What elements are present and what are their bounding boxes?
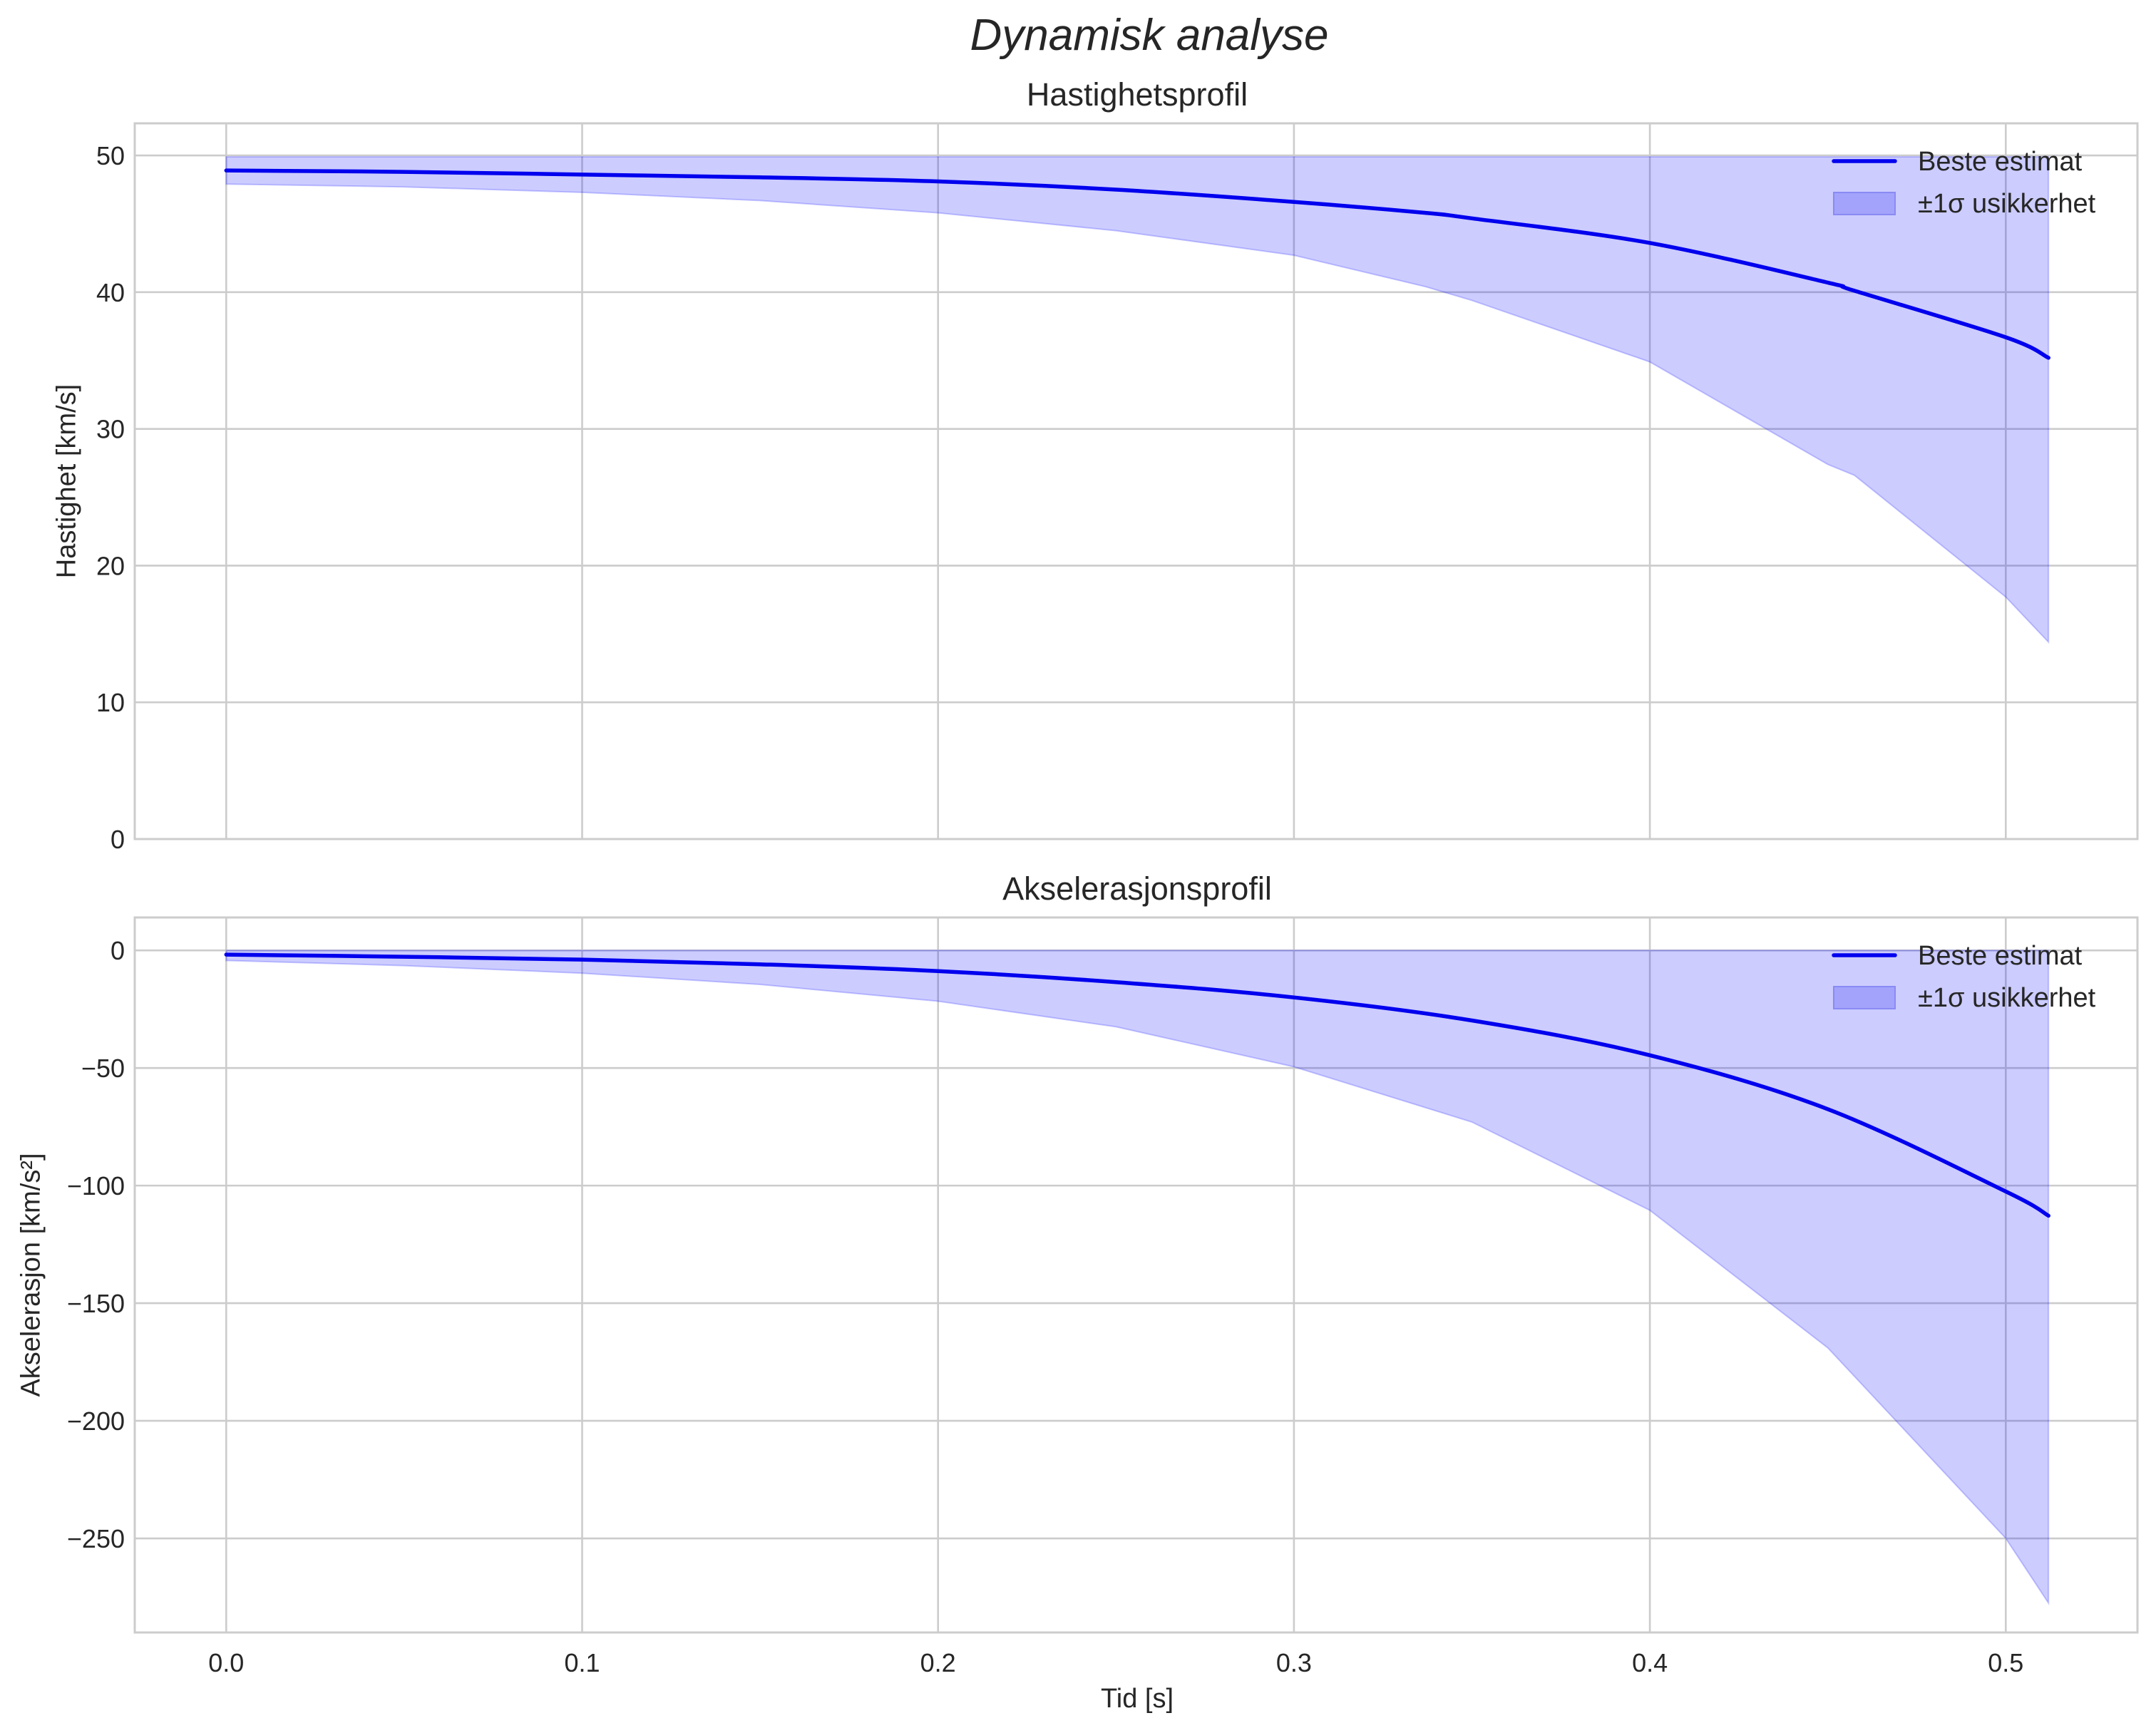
uncertainty-band [225, 156, 2050, 644]
y-tick-label: 10 [96, 688, 125, 717]
legend-line-label: Beste estimat [1918, 941, 2083, 971]
y-tick-label: −150 [67, 1289, 125, 1318]
y-tick-label: 20 [96, 551, 125, 580]
y-tick-label: 30 [96, 415, 125, 444]
y-tick-label: −50 [81, 1054, 125, 1083]
best-estimate-line [224, 168, 2050, 360]
y-tick-label: −100 [67, 1171, 125, 1200]
acceleration-panel-title: Akselerasjonsprofil [1002, 870, 1272, 907]
y-tick-label: 0 [111, 936, 125, 965]
y-tick-label: −250 [67, 1524, 125, 1553]
x-tick-label: 0.4 [1632, 1648, 1668, 1677]
x-tick-label: 0.3 [1276, 1648, 1312, 1677]
x-tick-label: 0.5 [1988, 1648, 2023, 1677]
legend-band-swatch-icon [1833, 986, 1896, 1009]
y-tick-label: 40 [96, 278, 125, 307]
velocity-panel-title: Hastighetsprofil [1027, 76, 1248, 113]
best-estimate-line [224, 952, 2050, 1218]
legend-band-swatch-icon [1833, 192, 1896, 215]
acceleration-axes-frame [133, 916, 2139, 1634]
velocity-plot-area [224, 156, 2050, 644]
uncertainty-band [225, 950, 2050, 1606]
x-ticks: 0.0 0.1 0.2 0.3 0.4 0.5 [208, 1648, 2023, 1677]
acceleration-y-ticks: 0 −50 −100 −150 −200 −250 [67, 936, 125, 1553]
acceleration-y-axis-label: Akselerasjon [km/s²] [16, 1153, 46, 1397]
velocity-legend: Beste estimat ±1σ usikkerhet [1832, 147, 2096, 219]
x-tick-label: 0.2 [920, 1648, 956, 1677]
acceleration-plot-area [224, 950, 2050, 1606]
x-tick-label: 0.0 [208, 1648, 244, 1677]
y-tick-label: 50 [96, 141, 125, 170]
x-tick-label: 0.1 [564, 1648, 600, 1677]
acceleration-grid [135, 917, 2137, 1632]
acceleration-legend: Beste estimat ±1σ usikkerhet [1832, 941, 2096, 1013]
velocity-y-axis-label: Hastighet [km/s] [51, 384, 81, 578]
figure-title: Dynamisk analyse [970, 11, 1328, 60]
y-tick-label: −200 [67, 1406, 125, 1436]
legend-line-label: Beste estimat [1918, 147, 2083, 177]
legend-band-label: ±1σ usikkerhet [1918, 189, 2096, 219]
y-tick-label: 0 [111, 825, 125, 854]
legend-band-label: ±1σ usikkerhet [1918, 983, 2096, 1013]
velocity-panel: Hastighetsprofil 0 10 20 30 40 50 Hastighet [… [51, 76, 2139, 854]
x-axis-label: Tid [s] [1101, 1684, 1174, 1714]
velocity-axes-frame [133, 122, 2139, 840]
velocity-y-ticks: 0 10 20 30 40 50 [96, 141, 125, 854]
acceleration-panel: Akselerasjonsprofil 0 −50 −100 −150 −200 −250… [16, 870, 2139, 1714]
